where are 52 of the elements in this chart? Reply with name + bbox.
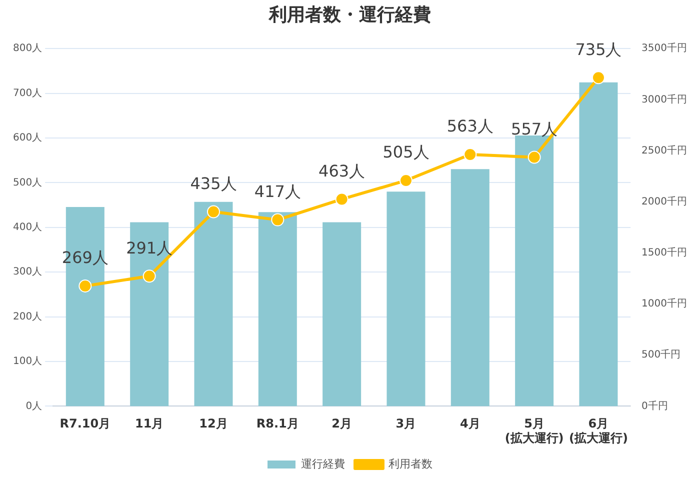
y-tick-label: 0人 [26,400,42,412]
point [206,205,220,218]
data-label: 463人 [318,161,366,180]
chart-title: 利用者数・運行経費 [268,4,431,26]
data-label: 435人 [190,174,237,193]
y-tick-label: 600人 [12,132,42,144]
y-tick-label: 500人 [12,177,42,188]
y-tick-label: 400人 [12,222,42,233]
y2-tick-label: 3500千円 [642,42,688,54]
data-label: 505人 [382,142,430,162]
x-tick-label: R7.10月 [60,416,111,431]
x-tick-label: 5月 (拡大運行) [504,416,564,445]
y-tick-label: 100人 [12,356,42,368]
bar [579,82,618,406]
point [271,213,284,226]
bar [194,202,233,406]
y-tick-label: 300人 [12,266,42,278]
bar [258,212,297,406]
y2-tick-label: 500千円 [642,348,681,361]
y2-tick-label: 2500千円 [642,144,688,156]
x-tick-label: 3月 [396,416,416,431]
y2-tick-label: 1500千円 [642,246,688,259]
point [142,270,156,283]
point [592,71,605,84]
x-tick-label: R8.1月 [256,416,299,431]
bar [515,135,554,406]
y2-tick-label: 1000千円 [642,298,688,310]
data-label: 417人 [254,182,301,201]
legend-label: 利用者数 [388,457,432,470]
point [464,148,477,162]
data-label: 557人 [511,119,558,138]
point [528,150,541,164]
bar [450,169,490,406]
y-tick-label: 200人 [12,311,42,322]
legend-label: 運行経費 [301,457,345,470]
x-tick-label: 6月 (拡大運行) [568,416,628,445]
point [399,174,412,187]
y-tick-label: 800人 [12,43,42,54]
y-tick-label: 700人 [12,88,42,99]
bar [386,192,426,406]
x-tick-label: 4月 [460,416,480,431]
x-tick-label: 2月 [332,416,352,431]
y2-tick-label: 0千円 [642,400,668,412]
point [335,192,348,206]
x-tick-label: 12月 [199,416,228,431]
x-tick-label: 11月 [134,416,164,431]
y2-tick-label: 3000千円 [642,93,688,106]
point [78,279,92,292]
data-label: 735人 [575,40,622,59]
y2-tick-label: 2000千円 [642,195,688,208]
bar [322,222,362,406]
data-label: 563人 [446,116,494,136]
